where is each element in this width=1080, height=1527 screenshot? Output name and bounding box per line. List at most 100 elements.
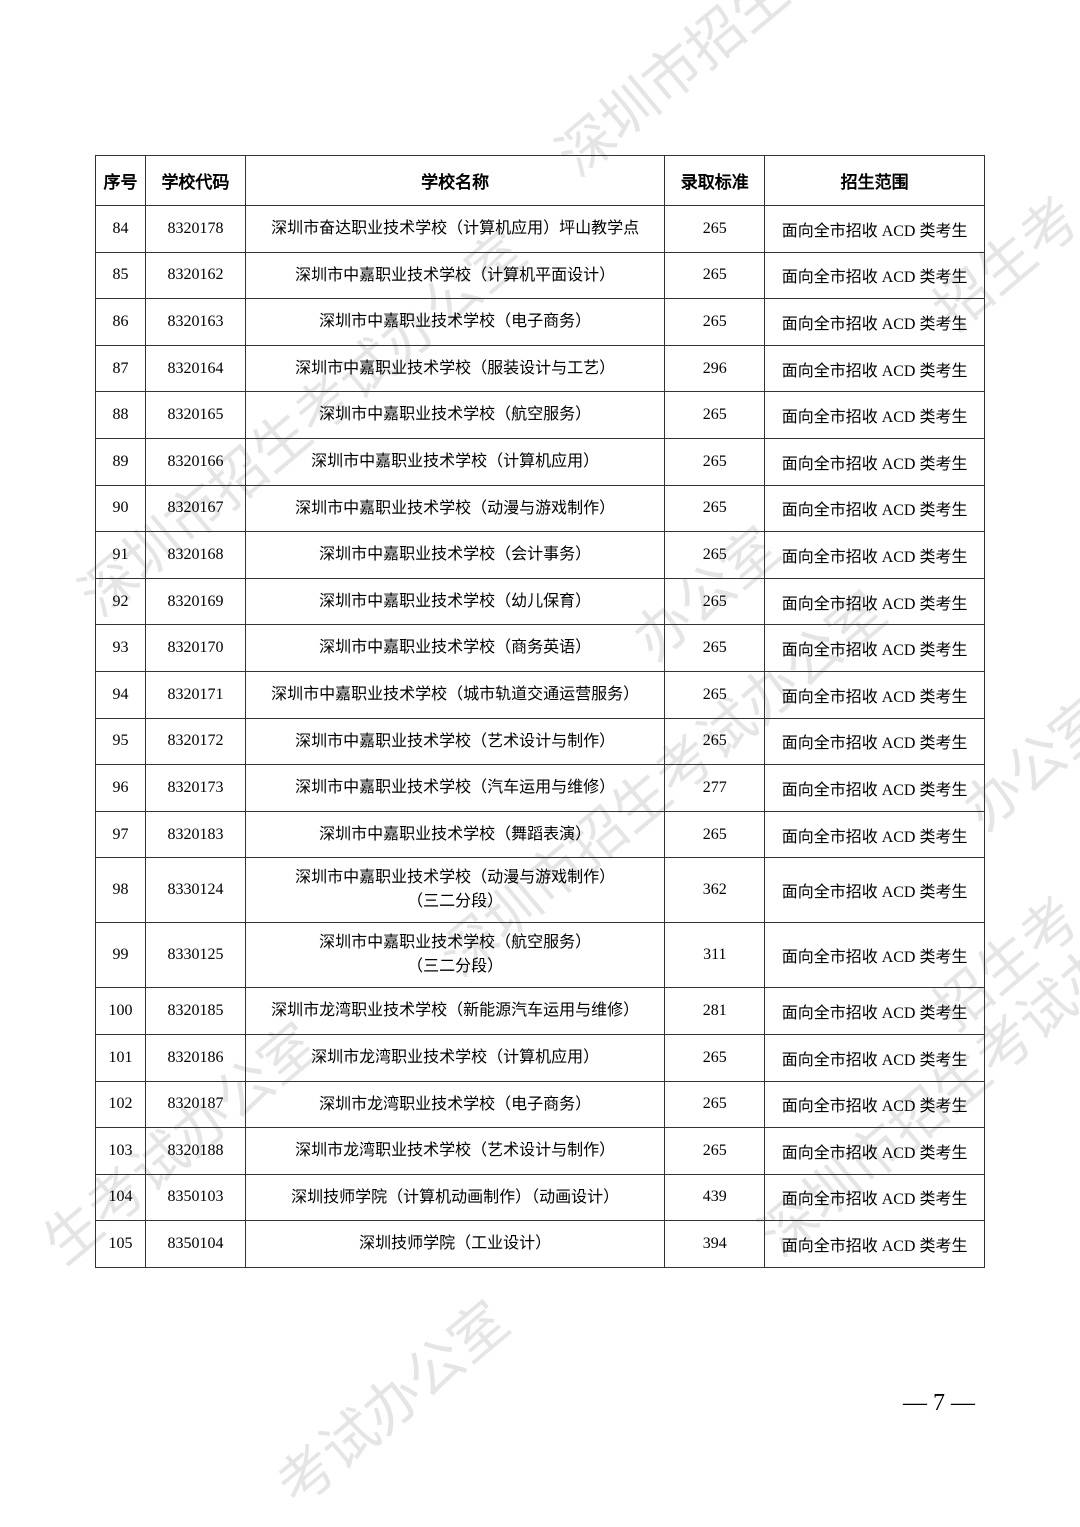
cell-seq: 85 <box>96 252 146 299</box>
cell-code: 8320166 <box>145 438 245 485</box>
table-row: 1008320185深圳市龙湾职业技术学校（新能源汽车运用与维修）281面向全市… <box>96 988 985 1035</box>
cell-name: 深圳市龙湾职业技术学校（计算机应用） <box>245 1034 664 1081</box>
cell-seq: 101 <box>96 1034 146 1081</box>
cell-code: 8320172 <box>145 718 245 765</box>
table-row: 908320167深圳市中嘉职业技术学校（动漫与游戏制作）265面向全市招收 A… <box>96 485 985 532</box>
cell-code: 8330125 <box>145 923 245 988</box>
cell-scope: 面向全市招收 ACD 类考生 <box>765 811 985 858</box>
cell-name: 深圳技师学院（工业设计） <box>245 1221 664 1268</box>
cell-score: 277 <box>665 765 765 812</box>
cell-name: 深圳市中嘉职业技术学校（计算机应用） <box>245 438 664 485</box>
cell-name: 深圳市中嘉职业技术学校（动漫与游戏制作）（三二分段） <box>245 858 664 923</box>
cell-code: 8320171 <box>145 671 245 718</box>
cell-score: 362 <box>665 858 765 923</box>
cell-seq: 87 <box>96 345 146 392</box>
cell-scope: 面向全市招收 ACD 类考生 <box>765 765 985 812</box>
cell-name: 深圳市中嘉职业技术学校（动漫与游戏制作） <box>245 485 664 532</box>
cell-scope: 面向全市招收 ACD 类考生 <box>765 671 985 718</box>
cell-seq: 96 <box>96 765 146 812</box>
cell-name: 深圳市中嘉职业技术学校（汽车运用与维修） <box>245 765 664 812</box>
cell-code: 8320188 <box>145 1128 245 1175</box>
cell-code: 8320162 <box>145 252 245 299</box>
cell-code: 8320167 <box>145 485 245 532</box>
header-score: 录取标准 <box>665 156 765 206</box>
cell-score: 296 <box>665 345 765 392</box>
table-body: 848320178深圳市奋达职业技术学校（计算机应用）坪山教学点265面向全市招… <box>96 206 985 1268</box>
cell-code: 8320164 <box>145 345 245 392</box>
cell-code: 8320163 <box>145 299 245 346</box>
cell-scope: 面向全市招收 ACD 类考生 <box>765 923 985 988</box>
cell-name: 深圳市中嘉职业技术学校（商务英语） <box>245 625 664 672</box>
cell-scope: 面向全市招收 ACD 类考生 <box>765 988 985 1035</box>
header-name: 学校名称 <box>245 156 664 206</box>
page-number: — 7 — <box>903 1390 975 1417</box>
cell-code: 8320183 <box>145 811 245 858</box>
cell-name: 深圳市中嘉职业技术学校（会计事务） <box>245 532 664 579</box>
cell-score: 265 <box>665 206 765 253</box>
cell-seq: 102 <box>96 1081 146 1128</box>
cell-score: 265 <box>665 438 765 485</box>
table-row: 1018320186深圳市龙湾职业技术学校（计算机应用）265面向全市招收 AC… <box>96 1034 985 1081</box>
table-row: 918320168深圳市中嘉职业技术学校（会计事务）265面向全市招收 ACD … <box>96 532 985 579</box>
cell-name: 深圳市中嘉职业技术学校（计算机平面设计） <box>245 252 664 299</box>
cell-seq: 92 <box>96 578 146 625</box>
watermark: 考试办公室 <box>257 1279 524 1521</box>
cell-score: 265 <box>665 671 765 718</box>
cell-scope: 面向全市招收 ACD 类考生 <box>765 1221 985 1268</box>
cell-seq: 95 <box>96 718 146 765</box>
cell-scope: 面向全市招收 ACD 类考生 <box>765 1128 985 1175</box>
cell-name: 深圳市中嘉职业技术学校（服装设计与工艺） <box>245 345 664 392</box>
cell-seq: 89 <box>96 438 146 485</box>
cell-score: 265 <box>665 252 765 299</box>
cell-seq: 88 <box>96 392 146 439</box>
cell-code: 8320186 <box>145 1034 245 1081</box>
cell-scope: 面向全市招收 ACD 类考生 <box>765 206 985 253</box>
cell-code: 8330124 <box>145 858 245 923</box>
table-row: 938320170深圳市中嘉职业技术学校（商务英语）265面向全市招收 ACD … <box>96 625 985 672</box>
table-row: 998330125深圳市中嘉职业技术学校（航空服务）（三二分段）311面向全市招… <box>96 923 985 988</box>
cell-scope: 面向全市招收 ACD 类考生 <box>765 299 985 346</box>
cell-scope: 面向全市招收 ACD 类考生 <box>765 1034 985 1081</box>
cell-scope: 面向全市招收 ACD 类考生 <box>765 438 985 485</box>
cell-code: 8320173 <box>145 765 245 812</box>
table-row: 1028320187深圳市龙湾职业技术学校（电子商务）265面向全市招收 ACD… <box>96 1081 985 1128</box>
cell-scope: 面向全市招收 ACD 类考生 <box>765 1081 985 1128</box>
cell-score: 311 <box>665 923 765 988</box>
table-row: 988330124深圳市中嘉职业技术学校（动漫与游戏制作）（三二分段）362面向… <box>96 858 985 923</box>
table-row: 958320172深圳市中嘉职业技术学校（艺术设计与制作）265面向全市招收 A… <box>96 718 985 765</box>
cell-code: 8350104 <box>145 1221 245 1268</box>
table-row: 898320166深圳市中嘉职业技术学校（计算机应用）265面向全市招收 ACD… <box>96 438 985 485</box>
cell-score: 265 <box>665 299 765 346</box>
cell-code: 8350103 <box>145 1174 245 1221</box>
cell-score: 265 <box>665 1081 765 1128</box>
cell-seq: 99 <box>96 923 146 988</box>
cell-seq: 105 <box>96 1221 146 1268</box>
cell-scope: 面向全市招收 ACD 类考生 <box>765 392 985 439</box>
table-header-row: 序号 学校代码 学校名称 录取标准 招生范围 <box>96 156 985 206</box>
header-seq: 序号 <box>96 156 146 206</box>
cell-score: 265 <box>665 811 765 858</box>
cell-seq: 90 <box>96 485 146 532</box>
admission-table: 序号 学校代码 学校名称 录取标准 招生范围 848320178深圳市奋达职业技… <box>95 155 985 1268</box>
cell-score: 265 <box>665 485 765 532</box>
cell-seq: 104 <box>96 1174 146 1221</box>
table-row: 848320178深圳市奋达职业技术学校（计算机应用）坪山教学点265面向全市招… <box>96 206 985 253</box>
table-row: 858320162深圳市中嘉职业技术学校（计算机平面设计）265面向全市招收 A… <box>96 252 985 299</box>
header-code: 学校代码 <box>145 156 245 206</box>
cell-name: 深圳市龙湾职业技术学校（艺术设计与制作） <box>245 1128 664 1175</box>
cell-name: 深圳技师学院（计算机动画制作）（动画设计） <box>245 1174 664 1221</box>
table-row: 1058350104深圳技师学院（工业设计）394面向全市招收 ACD 类考生 <box>96 1221 985 1268</box>
cell-score: 265 <box>665 625 765 672</box>
table-row: 1048350103深圳技师学院（计算机动画制作）（动画设计）439面向全市招收… <box>96 1174 985 1221</box>
cell-seq: 103 <box>96 1128 146 1175</box>
table-row: 928320169深圳市中嘉职业技术学校（幼儿保育）265面向全市招收 ACD … <box>96 578 985 625</box>
cell-scope: 面向全市招收 ACD 类考生 <box>765 345 985 392</box>
cell-seq: 93 <box>96 625 146 672</box>
cell-seq: 94 <box>96 671 146 718</box>
cell-name: 深圳市中嘉职业技术学校（城市轨道交通运营服务） <box>245 671 664 718</box>
cell-scope: 面向全市招收 ACD 类考生 <box>765 1174 985 1221</box>
cell-name: 深圳市中嘉职业技术学校（电子商务） <box>245 299 664 346</box>
cell-name: 深圳市中嘉职业技术学校（幼儿保育） <box>245 578 664 625</box>
table-row: 888320165深圳市中嘉职业技术学校（航空服务）265面向全市招收 ACD … <box>96 392 985 439</box>
admission-table-container: 序号 学校代码 学校名称 录取标准 招生范围 848320178深圳市奋达职业技… <box>95 155 985 1268</box>
